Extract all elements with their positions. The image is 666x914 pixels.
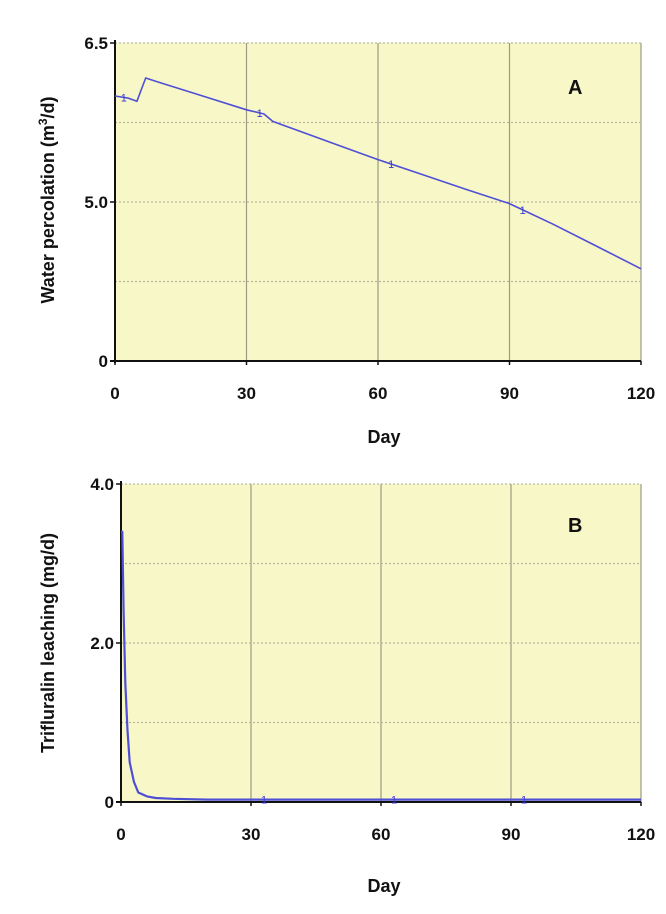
panel-b-y-tick-label: 0 xyxy=(105,793,114,812)
panel-a-x-tick-label: 90 xyxy=(500,384,519,403)
panel-b: 0 30 60 90 120 0 2.0 4.0 1 1 1 B Day Trifluralin… xyxy=(38,475,655,896)
panel-a-x-tick-label: 60 xyxy=(369,384,388,403)
panel-b-x-tick-label: 30 xyxy=(242,825,261,844)
panel-a: 0 30 60 90 120 0 5.0 6.5 1 1 1 1 A Day Water perc… xyxy=(36,34,655,447)
panel-a-series-marker-label: 1 xyxy=(121,92,127,104)
panel-b-y-tick-label: 4.0 xyxy=(90,475,114,494)
panel-a-x-axis-title: Day xyxy=(367,427,400,447)
panel-a-grid xyxy=(115,42,642,361)
panel-a-y-axis-title-tail: /d) xyxy=(38,96,58,118)
panel-b-x-tick-labels: 0 30 60 90 120 xyxy=(116,825,655,844)
panel-b-y-axis-title: Trifluralin leaching (mg/d) xyxy=(38,533,58,753)
panel-a-series-line xyxy=(114,77,642,270)
panel-b-x-tick-label: 120 xyxy=(627,825,655,844)
panel-a-y-axis-title: Water percolation (m3/d) xyxy=(36,96,58,303)
panel-b-x-axis-title: Day xyxy=(367,876,400,896)
panel-a-x-tick-label: 30 xyxy=(237,384,256,403)
panel-a-letter: A xyxy=(568,77,582,99)
panel-b-y-tick-labels: 0 2.0 4.0 xyxy=(90,475,114,812)
panel-b-tick-marks xyxy=(116,483,642,806)
panel-a-series-marker-label: 1 xyxy=(257,108,263,120)
panel-a-y-tick-labels: 0 5.0 6.5 xyxy=(84,34,108,371)
panel-a-x-tick-label: 0 xyxy=(110,384,119,403)
panel-b-series-markers: 1 1 1 xyxy=(261,795,527,807)
panel-b-series-marker-label: 1 xyxy=(261,795,267,807)
panel-b-series xyxy=(121,530,641,801)
panel-b-x-tick-label: 90 xyxy=(502,825,521,844)
panel-a-y-tick-label: 0 xyxy=(99,352,108,371)
panel-a-x-tick-labels: 0 30 60 90 120 xyxy=(110,384,655,403)
panel-a-tick-marks xyxy=(110,42,642,365)
panel-a-series-marker-label: 1 xyxy=(520,205,526,217)
panel-b-grid xyxy=(121,483,642,802)
panel-b-letter: B xyxy=(568,515,582,537)
panel-b-x-tick-label: 60 xyxy=(372,825,391,844)
panel-a-series xyxy=(114,77,642,270)
panel-a-series-marker-label: 1 xyxy=(388,159,394,171)
panel-a-y-axis-title-sup: 3 xyxy=(36,118,50,125)
panel-a-y-tick-label: 6.5 xyxy=(84,34,108,53)
panel-a-x-tick-label: 120 xyxy=(627,384,655,403)
panel-a-y-axis-title-main: Water percolation (m xyxy=(38,125,58,303)
panel-b-x-tick-label: 0 xyxy=(116,825,125,844)
panel-a-y-tick-label: 5.0 xyxy=(84,193,108,212)
panel-b-y-tick-label: 2.0 xyxy=(90,634,114,653)
panel-b-series-marker-label: 1 xyxy=(391,795,397,807)
panel-b-series-marker-label: 1 xyxy=(521,795,527,807)
panel-a-series-markers: 1 1 1 1 xyxy=(121,92,526,216)
panel-b-series-line xyxy=(121,530,641,801)
